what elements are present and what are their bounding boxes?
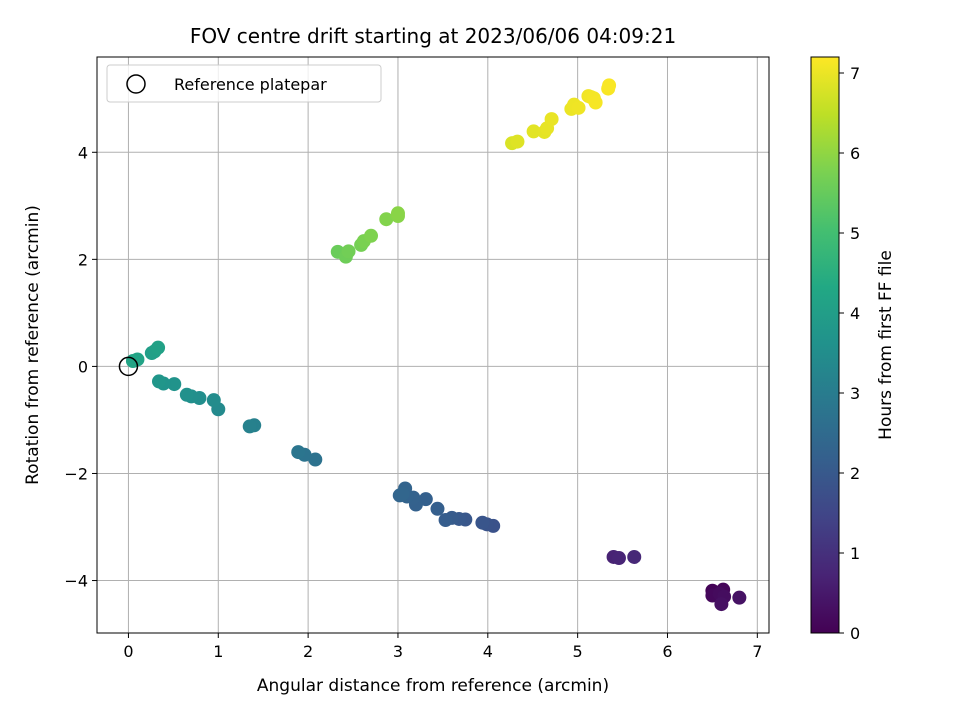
data-point bbox=[379, 212, 394, 227]
data-point bbox=[510, 134, 525, 149]
data-point bbox=[475, 515, 490, 530]
x-tick-label: 0 bbox=[123, 642, 133, 661]
colorbar-tick-label: 5 bbox=[850, 224, 860, 243]
x-tick-label: 4 bbox=[483, 642, 493, 661]
reference-marker bbox=[118, 356, 139, 377]
data-point bbox=[151, 340, 166, 355]
data-point bbox=[206, 393, 221, 408]
y-tick-label: 2 bbox=[78, 250, 88, 269]
data-point bbox=[179, 387, 194, 402]
x-tick-label: 1 bbox=[213, 642, 223, 661]
legend: Reference platepar bbox=[106, 64, 382, 103]
data-point bbox=[151, 374, 166, 389]
data-point bbox=[341, 244, 356, 259]
colorbar-tick-label: 0 bbox=[850, 624, 860, 643]
x-axis-label: Angular distance from reference (arcmin) bbox=[257, 676, 609, 696]
data-point bbox=[430, 501, 445, 516]
y-tick-label: −4 bbox=[64, 572, 88, 591]
x-tick-label: 5 bbox=[573, 642, 583, 661]
data-points bbox=[125, 78, 747, 612]
data-point bbox=[714, 597, 729, 612]
colorbar-tick-label: 2 bbox=[850, 464, 860, 483]
x-axis-ticks: 0 1 2 3 4 5 6 7 bbox=[123, 633, 762, 661]
colorbar-tick-label: 7 bbox=[850, 64, 860, 83]
x-tick-label: 6 bbox=[662, 642, 672, 661]
y-tick-label: 0 bbox=[78, 357, 88, 376]
data-point bbox=[571, 100, 586, 115]
y-axis-label: Rotation from reference (arcmin) bbox=[23, 205, 43, 485]
data-point bbox=[364, 228, 379, 243]
data-point bbox=[526, 124, 541, 139]
data-point bbox=[627, 549, 642, 564]
x-tick-label: 2 bbox=[303, 642, 313, 661]
y-axis-ticks: −4 −2 0 2 4 bbox=[64, 143, 97, 591]
plot-frame bbox=[96, 56, 770, 634]
grid-lines bbox=[97, 57, 769, 633]
colorbar bbox=[810, 56, 840, 634]
data-point bbox=[602, 78, 617, 93]
data-point bbox=[611, 551, 626, 566]
data-point bbox=[395, 486, 410, 501]
colorbar-tick-label: 3 bbox=[850, 384, 860, 403]
colorbar-tick-label: 4 bbox=[850, 304, 860, 323]
y-tick-label: 4 bbox=[78, 143, 88, 162]
data-point bbox=[588, 95, 603, 110]
colorbar-ticks: 0 1 2 3 4 5 6 7 bbox=[839, 64, 860, 643]
data-point bbox=[544, 112, 559, 127]
data-point bbox=[242, 419, 257, 434]
x-tick-label: 7 bbox=[752, 642, 762, 661]
x-tick-label: 3 bbox=[393, 642, 403, 661]
data-point bbox=[732, 590, 747, 605]
legend-entry-reference: Reference platepar bbox=[174, 75, 327, 94]
reference-marker-group bbox=[118, 356, 139, 377]
data-point bbox=[291, 445, 306, 460]
legend-box bbox=[106, 64, 382, 103]
colorbar-tick-label: 6 bbox=[850, 144, 860, 163]
chart-title: FOV centre drift starting at 2023/06/06 … bbox=[190, 24, 676, 48]
data-point bbox=[308, 452, 323, 467]
data-point bbox=[438, 513, 453, 528]
colorbar-label: Hours from first FF file bbox=[876, 250, 896, 440]
legend-reference-marker-icon bbox=[126, 74, 146, 94]
colorbar-tick-label: 1 bbox=[850, 544, 860, 563]
data-point bbox=[167, 377, 182, 392]
data-point bbox=[390, 206, 405, 221]
y-tick-label: −2 bbox=[64, 464, 88, 483]
